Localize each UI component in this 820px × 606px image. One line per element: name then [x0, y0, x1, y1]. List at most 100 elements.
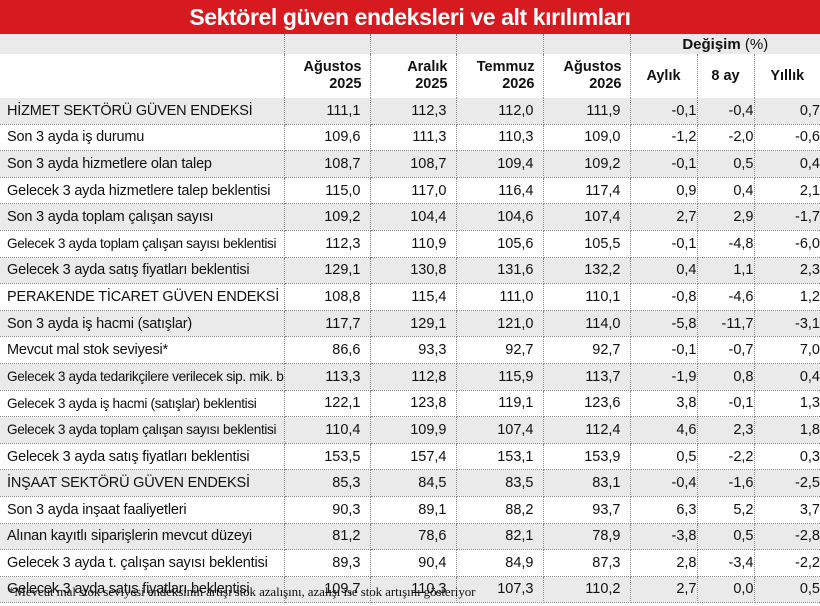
row-label: Mevcut mal stok seviyesi* [0, 336, 285, 364]
index-value-cell: 109,2 [284, 203, 371, 231]
change-value-cell: -1,9 [630, 363, 698, 391]
change-value-cell: 2,8 [630, 549, 698, 577]
table-row: Son 3 ayda iş durumu 109,6 111,3 110,3 109,0… [0, 124, 820, 152]
index-value-cell: 123,8 [370, 390, 457, 418]
index-value-cell: 78,9 [543, 523, 631, 551]
row-label: Son 3 ayda iş durumu [0, 124, 285, 152]
table-title: Sektörel güven endeksleri ve alt kırılım… [0, 0, 820, 34]
index-value-cell: 110,9 [370, 230, 457, 258]
change-value-cell: 7,0 [754, 336, 820, 364]
index-value-cell: 130,8 [370, 257, 457, 285]
change-value-cell: 3,7 [754, 496, 820, 524]
change-value-cell: 2,9 [697, 203, 755, 231]
row-label: Son 3 ayda toplam çalışan sayısı [0, 203, 285, 231]
change-header-label: Değişim [682, 35, 741, 53]
index-value-cell: 112,0 [456, 98, 544, 125]
index-value-cell: 117,7 [284, 310, 371, 338]
index-value-cell: 81,2 [284, 523, 371, 551]
change-value-cell: -1,2 [630, 124, 698, 152]
change-value-cell: -4,6 [697, 283, 755, 311]
row-label: Gelecek 3 ayda tedarikçilere verilecek s… [0, 363, 285, 391]
change-value-cell: -0,8 [630, 283, 698, 311]
index-value-cell: 132,2 [543, 257, 631, 285]
index-value-cell: 104,4 [370, 203, 457, 231]
index-value-cell: 82,1 [456, 523, 544, 551]
change-value-cell: 1,1 [697, 257, 755, 285]
index-value-cell: 129,1 [284, 257, 371, 285]
change-value-cell: 1,8 [754, 416, 820, 444]
change-value-cell: -2,0 [697, 124, 755, 152]
change-value-cell: 0,5 [754, 576, 820, 604]
index-value-cell: 113,7 [543, 363, 631, 391]
column-header-jul-2026: Temmuz 2026 [456, 54, 544, 98]
row-label: Gelecek 3 ayda satış fiyatları beklentis… [0, 576, 285, 604]
change-value-cell: -11,7 [697, 310, 755, 338]
change-value-cell: -6,0 [754, 230, 820, 258]
index-value-cell: 110,1 [543, 283, 631, 311]
index-value-cell: 84,5 [370, 469, 457, 497]
index-value-cell: 121,0 [456, 310, 544, 338]
index-value-cell: 110,3 [370, 576, 457, 604]
table-row: Gelecek 3 ayda toplam çalışan sayısı bek… [0, 416, 820, 444]
change-value-cell: -0,6 [754, 124, 820, 152]
index-value-cell: 107,4 [456, 416, 544, 444]
change-value-cell: 0,0 [697, 576, 755, 604]
index-value-cell: 109,2 [543, 150, 631, 178]
index-value-cell: 122,1 [284, 390, 371, 418]
change-value-cell: -2,2 [754, 549, 820, 577]
table-row: Gelecek 3 ayda toplam çalışan sayısı bek… [0, 230, 820, 258]
index-value-cell: 111,3 [370, 124, 457, 152]
row-label: HİZMET SEKTÖRÜ GÜVEN ENDEKSİ [0, 98, 285, 125]
table-row: Gelecek 3 ayda tedarikçilere verilecek s… [0, 363, 820, 391]
change-value-cell: -2,5 [754, 469, 820, 497]
index-value-cell: 153,9 [543, 443, 631, 471]
change-value-cell: -1,7 [754, 203, 820, 231]
index-value-cell: 93,3 [370, 336, 457, 364]
index-value-cell: 114,0 [543, 310, 631, 338]
change-value-cell: 0,4 [697, 177, 755, 205]
index-value-cell: 108,7 [284, 150, 371, 178]
change-value-cell: 2,7 [630, 203, 698, 231]
row-label: Gelecek 3 ayda satış fiyatları beklentis… [0, 257, 285, 285]
change-value-cell: 3,8 [630, 390, 698, 418]
change-value-cell: -0,1 [630, 230, 698, 258]
table-row: Gelecek 3 ayda satış fiyatları beklentis… [0, 443, 820, 471]
row-label: İNŞAAT SEKTÖRÜ GÜVEN ENDEKSİ [0, 469, 285, 497]
change-header-unit: (%) [744, 35, 769, 53]
index-value-cell: 153,5 [284, 443, 371, 471]
index-value-cell: 104,6 [456, 203, 544, 231]
index-value-cell: 88,2 [456, 496, 544, 524]
index-value-cell: 89,3 [284, 549, 371, 577]
table-row: Gelecek 3 ayda satış fiyatları beklentis… [0, 576, 820, 604]
index-value-cell: 90,4 [370, 549, 457, 577]
index-value-cell: 89,1 [370, 496, 457, 524]
index-value-cell: 117,4 [543, 177, 631, 205]
change-value-cell: 0,8 [697, 363, 755, 391]
column-header-aug-2025: Ağustos 2025 [284, 54, 371, 98]
row-label: Alınan kayıtlı siparişlerin mevcut düzey… [0, 523, 285, 551]
index-value-cell: 115,0 [284, 177, 371, 205]
column-header-dec-2025: Aralık 2025 [370, 54, 457, 98]
index-value-cell: 83,5 [456, 469, 544, 497]
table-row: İNŞAAT SEKTÖRÜ GÜVEN ENDEKSİ 85,3 84,5 83,5… [0, 469, 820, 497]
index-value-cell: 123,6 [543, 390, 631, 418]
change-header: Değişim (%) [630, 34, 820, 54]
index-value-cell: 109,4 [456, 150, 544, 178]
change-value-cell: -1,6 [697, 469, 755, 497]
row-label: PERAKENDE TİCARET GÜVEN ENDEKSİ [0, 283, 285, 311]
index-value-cell: 111,9 [543, 98, 631, 125]
row-label: Gelecek 3 ayda toplam çalışan sayısı bek… [0, 416, 285, 444]
footnote: *Mevcut mal stok seviyesi endeksinin art… [8, 584, 476, 599]
index-value-cell: 110,2 [543, 576, 631, 604]
change-value-cell: 4,6 [630, 416, 698, 444]
change-value-cell: 6,3 [630, 496, 698, 524]
index-value-cell: 131,6 [456, 257, 544, 285]
change-value-cell: 0,4 [754, 150, 820, 178]
index-value-cell: 109,9 [370, 416, 457, 444]
index-value-cell: 112,3 [370, 98, 457, 125]
change-value-cell: -0,7 [697, 336, 755, 364]
table-row: HİZMET SEKTÖRÜ GÜVEN ENDEKSİ 111,1 112,3 11… [0, 98, 820, 125]
index-value-cell: 85,3 [284, 469, 371, 497]
index-value-cell: 109,7 [284, 576, 371, 604]
table-row: Mevcut mal stok seviyesi* 86,6 93,3 92,7 92,… [0, 336, 820, 364]
